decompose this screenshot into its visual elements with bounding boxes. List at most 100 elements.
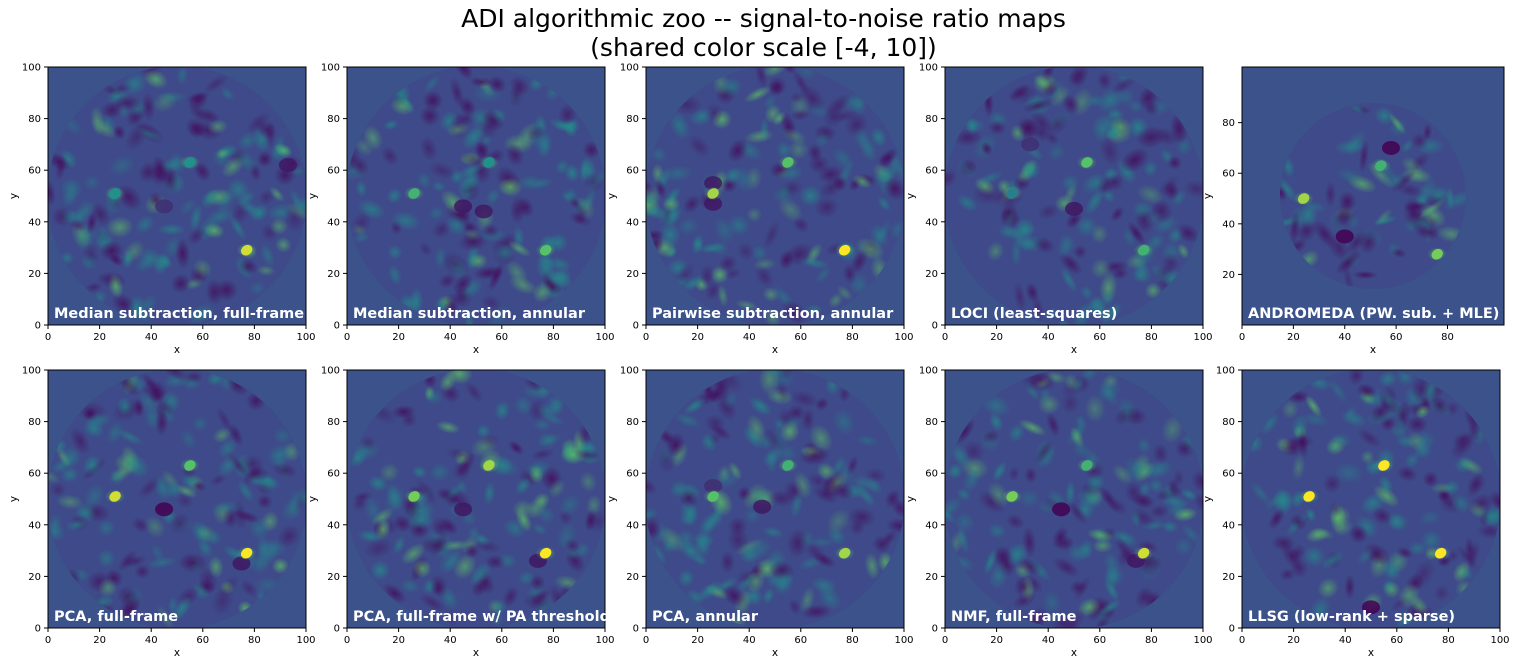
noise-speckle [1430, 482, 1454, 494]
noise-speckle [965, 116, 979, 135]
noise-speckle [536, 433, 564, 447]
noise-speckle [945, 168, 958, 188]
noise-speckle [778, 249, 795, 270]
noise-speckle [1333, 462, 1365, 484]
noise-speckle [1297, 427, 1309, 459]
noise-speckle [883, 176, 904, 201]
y-axis-label: y [8, 496, 20, 502]
y-tick-label: 20 [327, 572, 340, 583]
noise-speckle [713, 216, 735, 245]
noise-speckle [170, 273, 191, 294]
y-axis-label: y [8, 193, 20, 199]
noise-speckle [458, 96, 477, 117]
x-tick-label: 0 [643, 332, 649, 343]
noise-speckle [531, 523, 548, 536]
noise-speckle [1180, 523, 1202, 545]
noise-speckle [1327, 377, 1348, 404]
noise-speckle [256, 150, 273, 168]
noise-speckle [646, 478, 658, 495]
noise-speckle [352, 494, 368, 512]
noise-speckle [692, 531, 715, 547]
noise-speckle [1046, 412, 1061, 437]
noise-speckle [216, 406, 233, 433]
noise-speckle [1096, 87, 1125, 113]
noise-speckle [509, 75, 530, 96]
snr-peak [1137, 547, 1150, 559]
noise-speckle [120, 375, 140, 394]
noise-speckle [355, 180, 368, 198]
noise-speckle [386, 187, 403, 204]
noise-speckle [144, 515, 166, 539]
noise-speckle [258, 189, 275, 206]
x-tick-label: 80 [1145, 332, 1158, 343]
noise-speckle [761, 526, 785, 538]
noise-speckle [456, 479, 468, 495]
x-tick-label: 40 [145, 332, 158, 343]
noise-speckle [1084, 394, 1106, 423]
x-tick-label: 100 [595, 635, 614, 646]
noise-speckle [1098, 599, 1122, 616]
noise-speckle [1357, 428, 1382, 448]
noise-speckle [445, 214, 468, 236]
noise-speckle [176, 493, 194, 509]
noise-speckle [256, 494, 273, 510]
noise-speckle [717, 284, 729, 308]
noise-speckle [789, 94, 811, 118]
noise-speckle [808, 537, 835, 548]
noise-speckle [1396, 465, 1418, 482]
noise-speckle [1410, 375, 1433, 403]
y-tick-label: 20 [925, 572, 938, 583]
figure-title-line-2: (shared color scale [-4, 10]) [590, 33, 937, 62]
noise-speckle [727, 138, 748, 163]
noise-speckle [1350, 104, 1366, 116]
noise-speckle [956, 159, 977, 179]
noise-speckle [1014, 576, 1033, 598]
noise-speckle [746, 206, 763, 223]
noise-speckle [705, 281, 721, 301]
axes-frame [346, 369, 606, 629]
noise-speckle [765, 450, 778, 475]
noise-speckle [505, 259, 529, 286]
noise-speckle [269, 218, 289, 235]
noise-speckle [488, 75, 507, 94]
noise-speckle [816, 462, 836, 481]
noise-speckle [236, 198, 263, 218]
noise-speckle [1289, 513, 1307, 531]
noise-speckle [387, 244, 403, 261]
algorithm-label: ANDROMEDA (PW. sub. + MLE) [1248, 306, 1499, 322]
noise-speckle [1006, 513, 1025, 530]
noise-speckle [1352, 270, 1378, 280]
snr-hole [704, 479, 723, 494]
noise-speckle [980, 141, 994, 156]
snr-hole [474, 204, 493, 219]
noise-speckle [514, 476, 532, 495]
noise-speckle [814, 197, 839, 218]
x-tick-label: 40 [743, 332, 756, 343]
noise-speckle [986, 241, 1005, 262]
noise-speckle [1163, 181, 1180, 201]
y-axis-label: y [307, 193, 319, 199]
noise-speckle [699, 242, 725, 254]
noise-speckle [1400, 139, 1414, 154]
noise-speckle [48, 178, 56, 206]
snr-peak [1434, 547, 1447, 559]
noise-speckle [721, 584, 747, 608]
noise-speckle [1388, 113, 1406, 135]
noise-speckle [988, 561, 1010, 590]
noise-speckle [489, 611, 505, 628]
noise-speckle [1467, 540, 1480, 569]
noise-speckle [776, 140, 793, 159]
noise-speckle [1348, 524, 1369, 544]
noise-speckle [217, 438, 238, 459]
noise-speckle [165, 480, 183, 499]
noise-speckle [1304, 394, 1323, 418]
noise-speckle [1113, 535, 1132, 560]
noise-speckle [151, 155, 169, 182]
noise-speckle [1138, 481, 1152, 497]
noise-speckle [238, 258, 258, 275]
noise-speckle [1372, 484, 1400, 508]
noise-speckle [654, 179, 667, 199]
noise-speckle [886, 517, 904, 534]
noise-speckle [155, 410, 169, 436]
noise-speckle [464, 308, 475, 325]
